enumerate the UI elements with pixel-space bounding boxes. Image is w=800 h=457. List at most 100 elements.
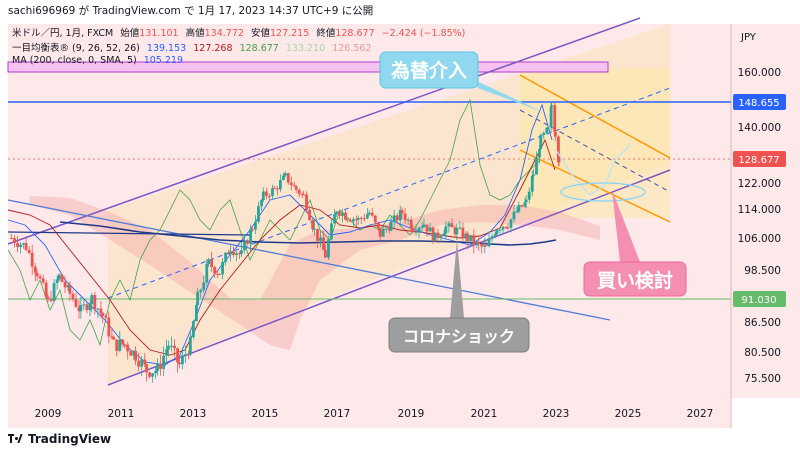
candle-body xyxy=(373,215,377,223)
candle-body xyxy=(422,224,426,227)
candle-body xyxy=(63,281,67,288)
candle-body xyxy=(381,228,385,237)
candle-body xyxy=(389,221,393,231)
tenkan-line xyxy=(7,103,553,366)
candle-body xyxy=(261,191,265,201)
y-tick-label: 80.500 xyxy=(744,347,781,359)
candle-body xyxy=(512,211,516,220)
candle-body xyxy=(355,219,358,221)
y-tick-label: 86.500 xyxy=(744,317,781,329)
price-label-148: 148.655 xyxy=(733,94,786,110)
candle-body xyxy=(409,219,413,230)
candle-body xyxy=(553,131,557,137)
close-value: 128.677 xyxy=(335,28,375,39)
x-tick-label: 2011 xyxy=(108,408,135,420)
y-tick-label: 140.000 xyxy=(738,122,781,134)
candle-body xyxy=(484,245,488,247)
candle-body xyxy=(431,227,435,242)
candle-body xyxy=(515,211,519,213)
candle-body xyxy=(30,252,34,267)
candle-body xyxy=(283,173,287,176)
candle-body xyxy=(539,134,543,149)
candle-body xyxy=(16,243,19,247)
candle-body xyxy=(414,231,418,233)
candle-body xyxy=(71,293,75,300)
low-label: 安値 xyxy=(250,28,270,39)
candle-body xyxy=(68,285,72,294)
covid-callout-text: コロナショック xyxy=(403,327,515,346)
forecast-upper-line xyxy=(519,74,671,159)
candle-body xyxy=(278,179,282,190)
candle-body xyxy=(249,228,252,244)
symbol-legend[interactable]: 米ドル／円, 1月, FXCM 始値131.101 高値134.772 安値12… xyxy=(12,25,469,39)
ichimoku-value-4: 133.210 xyxy=(285,43,326,54)
sma-200-line xyxy=(59,221,557,246)
candle-body xyxy=(524,199,528,203)
candle-body xyxy=(79,305,83,312)
candle-body xyxy=(148,372,151,377)
candle-body xyxy=(545,127,549,133)
candle-body xyxy=(395,215,399,221)
candle-body xyxy=(181,355,184,365)
change-value: −2.424 (−1.85%) xyxy=(381,28,466,39)
candle-body xyxy=(436,232,440,238)
ma-value: 105.219 xyxy=(143,55,184,66)
candle-body xyxy=(538,148,541,158)
candle-body xyxy=(93,295,97,310)
candle-body xyxy=(162,355,165,369)
candle-body xyxy=(420,226,424,228)
candle-body xyxy=(88,304,92,311)
candle-body xyxy=(376,222,380,228)
tradingview-brand[interactable]: TradingView xyxy=(8,432,111,446)
candle-body xyxy=(240,250,243,254)
candle-body xyxy=(324,249,327,258)
candle-body xyxy=(453,227,457,235)
svg-text:148.655: 148.655 xyxy=(738,98,779,109)
candle-body xyxy=(134,350,137,361)
candle-body xyxy=(207,259,210,265)
candle-body xyxy=(173,345,176,349)
candle-body xyxy=(444,226,448,234)
candle-body xyxy=(550,105,554,107)
ma-legend[interactable]: MA (200, close, 0, SMA, 5) 105.219 xyxy=(12,55,187,66)
x-tick-label: 2027 xyxy=(687,408,714,420)
buy-callout-text: 買い検討 xyxy=(597,269,673,292)
candle-body xyxy=(115,339,119,351)
y-tick-label: 122.000 xyxy=(738,178,781,190)
candle-body xyxy=(447,223,451,227)
candle-body xyxy=(24,243,28,250)
candle-body xyxy=(344,212,347,220)
ichimoku-value-5: 126.562 xyxy=(332,43,372,54)
candle-body xyxy=(475,241,479,246)
candle-body xyxy=(235,253,238,255)
candle-body xyxy=(107,317,111,337)
channel-middle-line xyxy=(107,87,671,299)
intervention-callout xyxy=(379,51,479,89)
candle-body xyxy=(305,194,308,211)
time-axis-background xyxy=(8,398,731,428)
candle-body xyxy=(41,278,45,283)
candle-body xyxy=(110,336,114,338)
candle-body xyxy=(490,236,494,239)
candle-body xyxy=(55,279,59,284)
candle-body xyxy=(199,289,203,293)
candle-body xyxy=(302,194,305,196)
candle-body xyxy=(417,227,421,232)
kijun-line xyxy=(7,138,556,356)
price-label-91: 91.030 xyxy=(733,291,786,307)
candle-body xyxy=(221,261,224,275)
candle-body xyxy=(384,228,388,230)
candle-body xyxy=(425,224,429,232)
candle-body xyxy=(493,234,497,237)
intervention-callout-text: 為替介入 xyxy=(391,59,467,82)
candle-body xyxy=(264,191,268,196)
resistance-zone xyxy=(7,61,609,73)
candle-body xyxy=(187,354,190,356)
candle-body xyxy=(501,226,505,230)
candle-body xyxy=(359,218,363,220)
candle-body xyxy=(191,321,195,338)
ichimoku-legend[interactable]: 一目均衡表® (9, 26, 52, 26) 139.153 127.268 1… xyxy=(12,40,376,54)
price-label-current: 128.677 xyxy=(733,151,786,167)
candle-body xyxy=(46,296,50,299)
